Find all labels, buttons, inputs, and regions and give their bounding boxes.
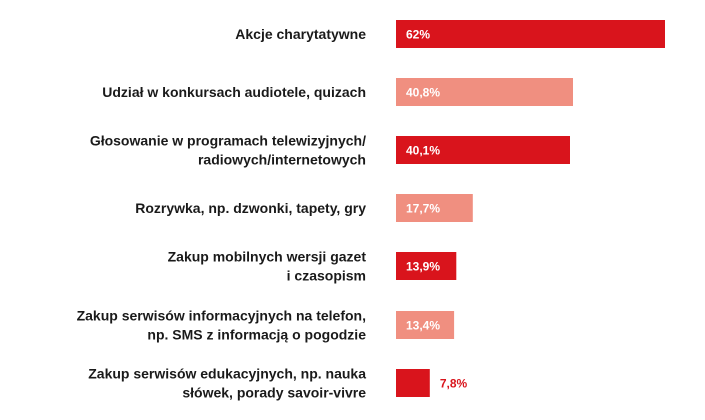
value-label: 17,7% — [406, 202, 440, 216]
category-label: Zakup mobilnych wersji gazet i czasopism — [168, 249, 367, 284]
category-label-line: Akcje charytatywne — [235, 26, 366, 42]
category-label-line: np. SMS z informacją o pogodzie — [147, 327, 366, 343]
category-label-line: słówek, porady savoir-vivre — [182, 385, 366, 401]
category-label: Rozrywka, np. dzwonki, tapety, gry — [135, 200, 366, 216]
category-label-line: Głosowanie w programach telewizyjnych/ — [90, 133, 366, 149]
category-label-line: Zakup serwisów informacyjnych na telefon… — [77, 308, 366, 324]
value-label: 13,9% — [406, 260, 440, 274]
category-label-line: Udział w konkursach audiotele, quizach — [102, 84, 366, 100]
value-label: 7,8% — [440, 377, 468, 391]
category-label-line: Zakup mobilnych wersji gazet — [168, 249, 367, 265]
category-label: Akcje charytatywne — [235, 26, 366, 42]
category-label: Głosowanie w programach telewizyjnych/ra… — [90, 133, 366, 168]
category-label-line: radiowych/internetowych — [198, 152, 366, 168]
category-label: Udział w konkursach audiotele, quizach — [102, 84, 366, 100]
category-label: Zakup serwisów informacyjnych na telefon… — [77, 308, 367, 343]
bar — [396, 78, 573, 106]
category-label-line: i czasopism — [287, 268, 366, 284]
bar — [396, 369, 430, 397]
bar — [396, 252, 457, 280]
bar — [396, 20, 665, 48]
value-label: 40,1% — [406, 144, 440, 158]
category-label: Zakup serwisów edukacyjnych, np. nauka sł… — [88, 366, 366, 401]
bar — [396, 194, 473, 222]
value-label: 62% — [406, 28, 430, 42]
value-label: 40,8% — [406, 86, 440, 100]
value-label: 13,4% — [406, 319, 440, 333]
bar — [396, 136, 570, 164]
category-label-line: Zakup serwisów edukacyjnych, np. nauka — [88, 366, 366, 382]
bar — [396, 311, 455, 339]
category-label-line: Rozrywka, np. dzwonki, tapety, gry — [135, 200, 366, 216]
